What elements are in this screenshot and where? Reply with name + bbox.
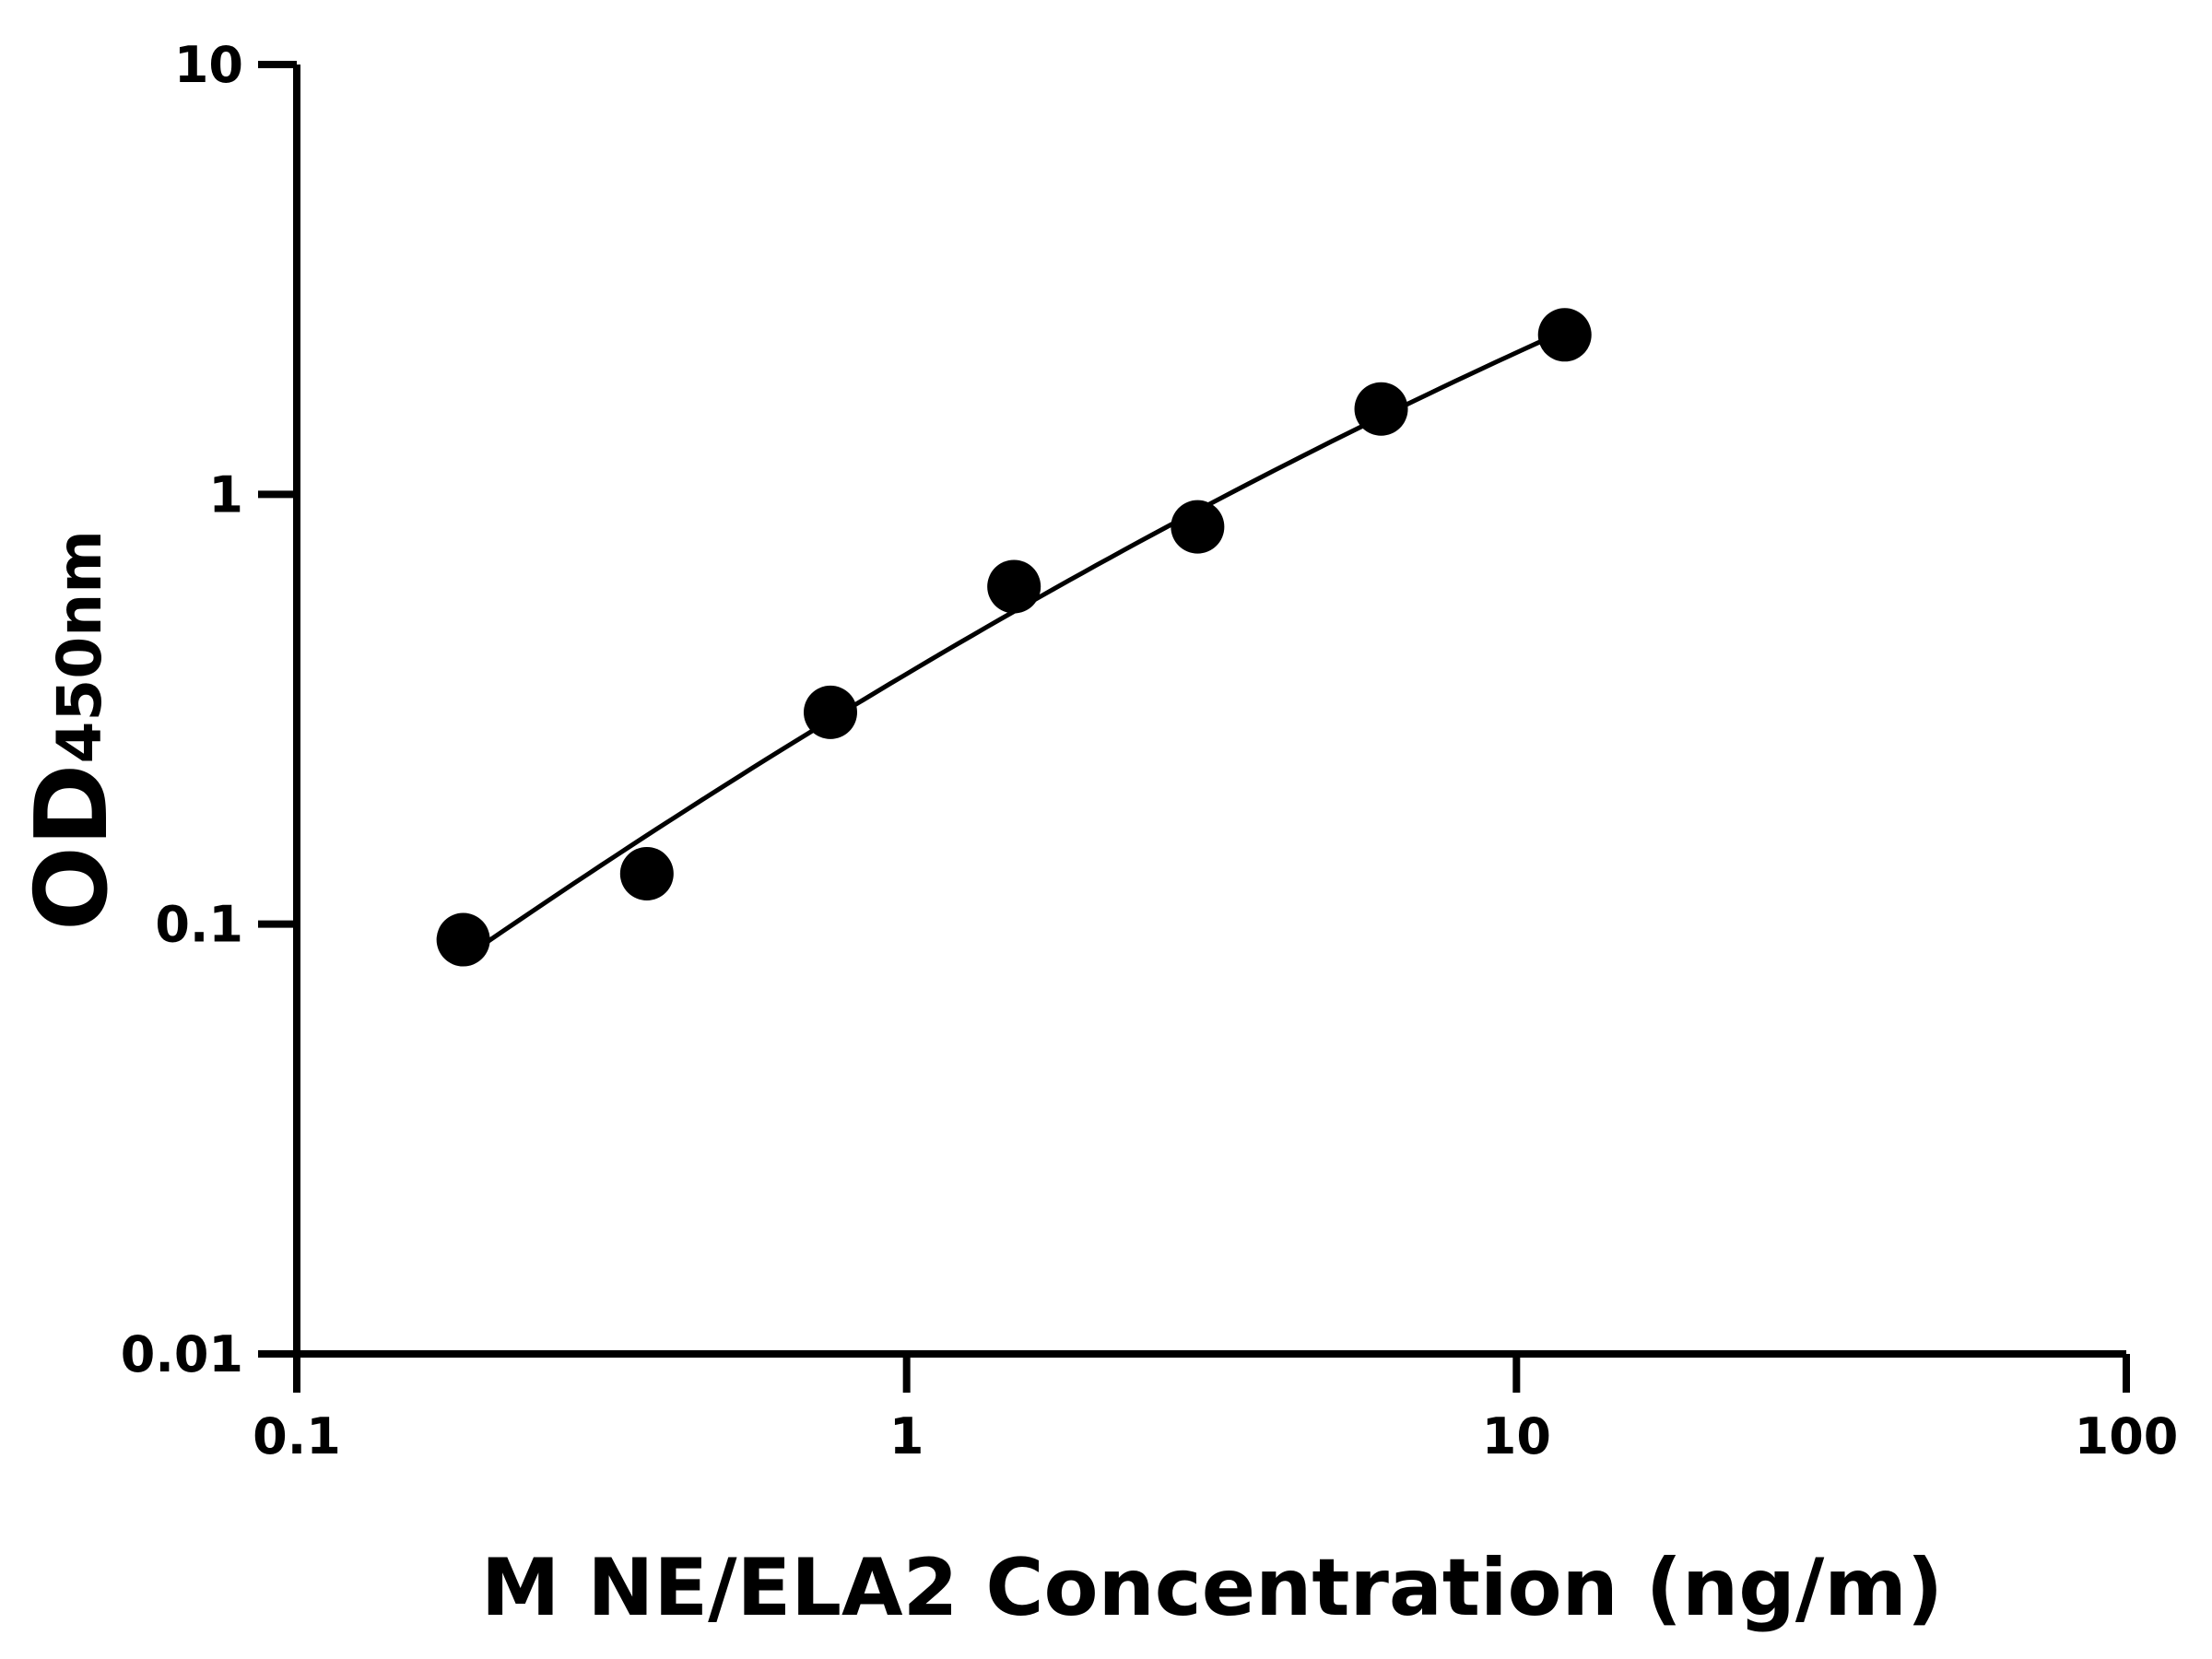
data-point [803, 685, 857, 739]
x-tick-label: 1 [889, 1407, 924, 1465]
data-points [436, 308, 1592, 967]
x-tick-label: 0.1 [253, 1407, 341, 1465]
y-tick-label: 0.01 [121, 1325, 243, 1383]
x-tick-label: 100 [2075, 1407, 2179, 1465]
data-point [436, 912, 490, 967]
y-axis-label: OD450nm [15, 530, 130, 931]
y-axis-label-subscript: 450nm [44, 530, 115, 764]
data-point [1354, 382, 1408, 436]
x-tick-label: 10 [1482, 1407, 1551, 1465]
data-point [1171, 500, 1225, 554]
y-tick-label: 10 [174, 36, 243, 94]
data-point [1537, 308, 1592, 362]
data-point [619, 846, 674, 900]
x-axis-label: M NE/ELA2 Concentration (ng/m) [481, 1542, 1943, 1634]
y-tick-label: 0.1 [155, 896, 243, 954]
data-point [987, 559, 1041, 614]
y-axis-label-main: OD [15, 764, 130, 931]
y-tick-label: 1 [208, 465, 243, 524]
